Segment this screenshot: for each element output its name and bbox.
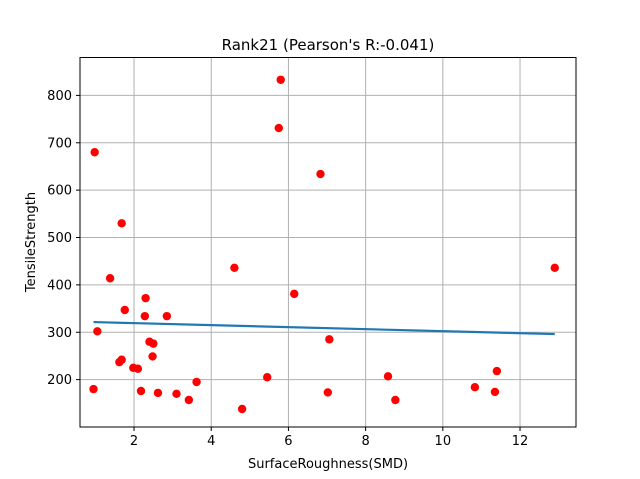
chart-title: Rank21 (Pearson's R:-0.041): [222, 36, 435, 54]
data-point: [117, 355, 126, 364]
data-point: [274, 123, 283, 133]
y-tick-label: 600: [47, 184, 72, 199]
x-axis-label: SurfaceRoughness(SMD): [248, 457, 408, 472]
data-point: [550, 263, 559, 273]
data-point: [140, 311, 150, 321]
data-point: [90, 148, 99, 157]
y-axis-label: TensileStrength: [24, 192, 39, 293]
data-point: [117, 219, 126, 228]
x-axis-ticks: 2 4 6 8 10 12: [130, 427, 528, 449]
y-tick-label: 800: [47, 89, 72, 104]
data-point: [184, 395, 194, 405]
plot-frame: [79, 57, 577, 428]
data-points: [89, 75, 559, 414]
data-point: [105, 274, 115, 283]
data-point: [237, 404, 247, 414]
data-point: [120, 305, 129, 315]
x-tick-label: 6: [284, 434, 292, 449]
data-point: [263, 373, 272, 382]
x-tick-label: 10: [435, 434, 452, 449]
data-point: [490, 387, 500, 397]
y-axis-ticks: 200 300 400 500 600 700 800: [47, 89, 80, 388]
data-point: [162, 311, 172, 321]
data-point: [93, 327, 102, 336]
y-tick-label: 300: [47, 326, 72, 341]
data-point: [136, 386, 146, 396]
trend-line: [93, 320, 555, 336]
y-tick-label: 200: [47, 373, 72, 388]
data-point: [323, 388, 333, 397]
x-tick-label: 12: [512, 434, 529, 449]
data-point: [316, 169, 325, 179]
data-point: [391, 395, 400, 405]
y-tick-label: 400: [47, 278, 72, 293]
data-point: [148, 352, 157, 361]
x-tick-label: 8: [361, 434, 369, 449]
data-point: [276, 75, 285, 84]
data-point: [133, 364, 143, 373]
data-point: [89, 384, 98, 394]
data-point: [290, 289, 299, 299]
data-point: [153, 388, 163, 398]
data-point: [192, 377, 201, 387]
y-tick-label: 500: [47, 231, 72, 246]
data-point: [325, 335, 334, 344]
data-point: [492, 366, 502, 376]
grid-lines: [80, 57, 576, 427]
x-tick-label: 4: [207, 434, 215, 449]
data-point: [149, 339, 158, 348]
data-point: [141, 293, 150, 303]
data-point: [383, 372, 393, 381]
y-tick-label: 700: [47, 136, 72, 151]
x-tick-label: 2: [130, 434, 138, 449]
trend-line-group: [93, 320, 555, 336]
data-point: [230, 263, 239, 273]
data-point: [470, 383, 480, 392]
data-point: [172, 389, 181, 399]
